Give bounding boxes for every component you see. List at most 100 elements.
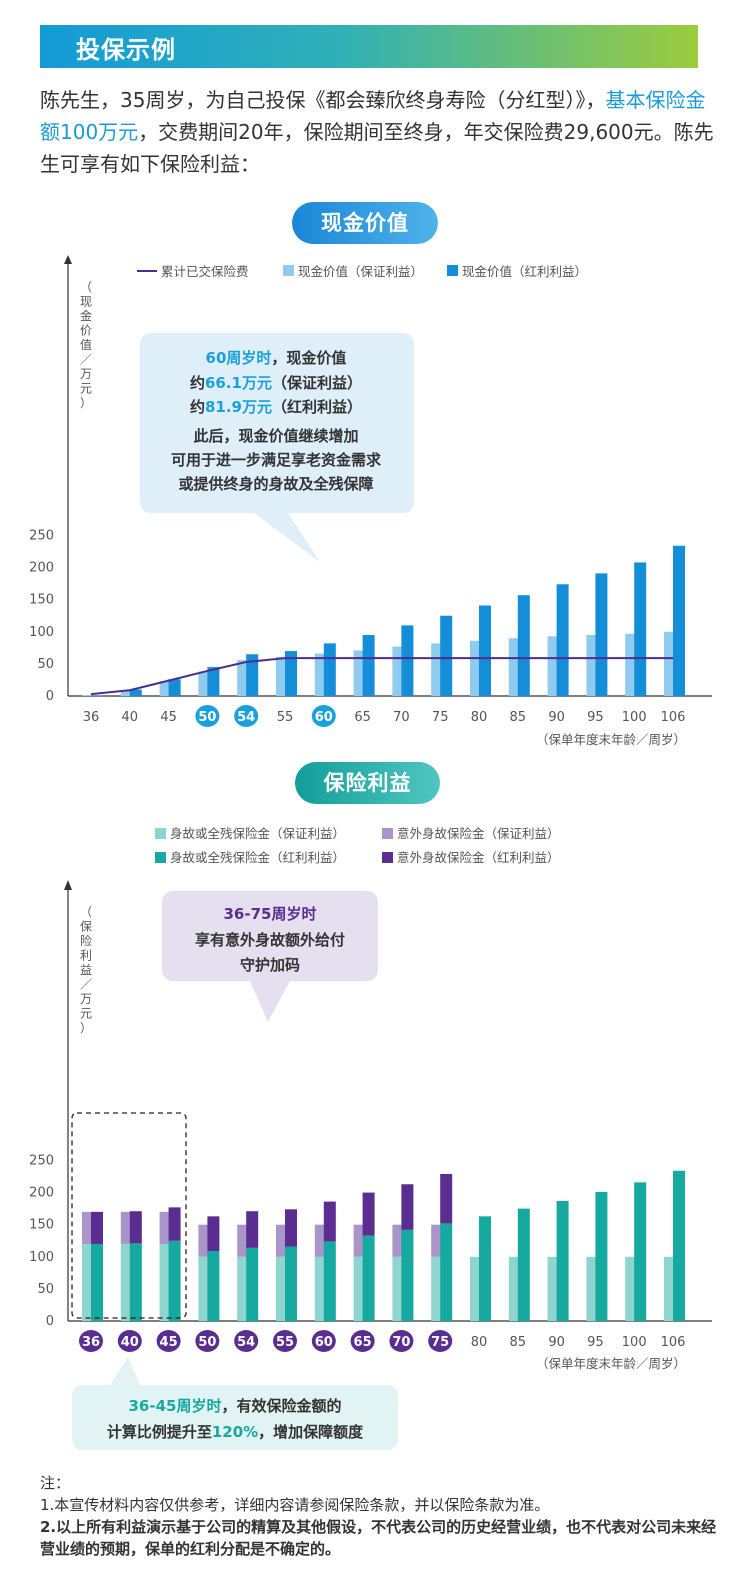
- db-dividend-bar: [323, 1241, 336, 1321]
- db-dividend-bar: [440, 1223, 453, 1321]
- x-tick-highlight: [234, 705, 259, 727]
- callout-top-line-3-part-0: 守护加码: [240, 956, 300, 974]
- cv-dividend-bar: [207, 667, 220, 696]
- x-tick-label: 55: [276, 1335, 294, 1350]
- x-tick-label: 100: [622, 1335, 647, 1350]
- legend-swatch: [447, 265, 458, 276]
- cv-guaranteed-bar: [82, 695, 94, 696]
- accident-dividend-bar: [401, 1184, 414, 1230]
- legend-swatch: [283, 265, 294, 276]
- y-tick-label: 100: [29, 1250, 54, 1265]
- legend-label: 身故或全残保险金（保证利益）: [170, 826, 345, 841]
- cv-dividend-bar: [479, 605, 491, 696]
- cv-dividend-bar: [517, 595, 530, 696]
- notes-title: 注：: [40, 1474, 71, 1492]
- cash-value-chart: 0 50 100 150 200 250 （现金价值／万元） 累计已交保险费 现金价值（保证利益…: [29, 255, 712, 747]
- x-tick-highlight: [428, 1330, 453, 1352]
- db-dividend-bar: [129, 1243, 142, 1321]
- y-axis-title-2: 险: [80, 933, 92, 948]
- y-axis-title-3: 利: [80, 949, 92, 963]
- callout-line-3-part-1: 81.9万元: [205, 398, 272, 416]
- x-tick-highlight: [311, 1330, 336, 1352]
- x-tick-highlight: [195, 705, 220, 727]
- callout-line-6: 或提供终身的身故及全残保障: [178, 475, 373, 493]
- cv-dividend-bar: [246, 654, 259, 696]
- cv-dividend-bar: [401, 625, 414, 696]
- legend-label: 意外身故保险金（保证利益）: [397, 826, 560, 841]
- cv-dividend-bar: [673, 545, 685, 696]
- cv-dividend-bar: [440, 615, 453, 696]
- callout-line-1-part-1: ，现金价值: [271, 349, 346, 367]
- y-axis-arrow: [64, 255, 72, 264]
- x-tick-label: 90: [548, 710, 565, 725]
- legend-swatch: [382, 828, 393, 839]
- callout-line-2-part-2: （保证利益）: [272, 374, 362, 392]
- x-tick-label: 90: [548, 1335, 565, 1350]
- x-tick-label: 55: [277, 710, 294, 725]
- y-tick-label: 50: [37, 1282, 54, 1297]
- y-axis-title-5: ／: [80, 978, 92, 992]
- y-axis-title-0: （: [80, 280, 92, 294]
- callout-top-line-3: 守护加码: [240, 956, 300, 974]
- x-tick-label: 85: [510, 1335, 527, 1350]
- callout-bubble: [140, 333, 414, 562]
- x-tick-label: 80: [471, 1335, 488, 1350]
- y-axis-arrow: [64, 880, 72, 890]
- y-axis-title-6: 万: [80, 992, 92, 1006]
- legend-label: 现金价值（红利利益）: [462, 264, 587, 279]
- callout-bottom-line-1: 36-45周岁时，有效保险金额的: [129, 1397, 342, 1415]
- accident-dividend-bar: [323, 1201, 336, 1242]
- x-tick-label: 85: [510, 710, 527, 725]
- x-tick-label: 45: [160, 1335, 178, 1350]
- premium-line: [90, 657, 673, 696]
- intro-paragraph: 陈先生，35周岁，为自己投保《都会臻欣终身寿险（分红型）》，基本保险金额100万…: [40, 84, 715, 180]
- cv-dividend-bar: [91, 695, 103, 696]
- x-tick-label: 75: [431, 1335, 449, 1350]
- callout-line-5: 可用于进一步满足享老资金需求: [171, 451, 382, 469]
- accident-dividend-bar: [129, 1211, 142, 1244]
- intro-text-2: ，交费期间20年，保险期间至终身，年交保险费29,600元。陈先生可享有如下保险…: [40, 120, 714, 176]
- db-dividend-bar: [595, 1191, 608, 1321]
- y-tick-label: 200: [29, 561, 54, 576]
- cv-dividend-bar: [634, 562, 647, 696]
- y-axis-title-1: 保: [80, 920, 92, 934]
- y-tick-label: 100: [29, 625, 54, 640]
- callout-bottom-line-1-part-0: 36-45周岁时: [129, 1397, 222, 1415]
- db-dividend-bar: [556, 1200, 569, 1321]
- y-tick-label: 200: [29, 1186, 54, 1201]
- legend-swatch: [382, 852, 393, 863]
- accident-dividend-bar: [207, 1216, 220, 1252]
- note-2: 2.以上所有利益演示基于公司的精算及其他假设，不代表公司的历史经营业绩，也不代表…: [40, 1518, 717, 1558]
- y-axis-title-7: 元: [80, 382, 92, 396]
- legend-label: 身故或全残保险金（红利利益）: [170, 850, 345, 865]
- x-tick-highlight: [273, 1330, 297, 1352]
- x-tick-label: 54: [237, 710, 255, 725]
- legend-label: 现金价值（保证利益）: [298, 264, 423, 279]
- accident-dividend-bar: [91, 1211, 103, 1244]
- callout-line-2-part-0: 约: [190, 374, 205, 392]
- legend-label: 累计已交保险费: [161, 264, 249, 279]
- x-tick-label: 60: [315, 1335, 333, 1350]
- callout-bottom-line-2: 计算比例提升至120%，增加保障额度: [107, 1423, 364, 1441]
- accident-dividend-bar: [246, 1211, 259, 1248]
- y-axis-title-3: 价: [80, 324, 92, 338]
- x-tick-label: 106: [661, 710, 686, 725]
- db-dividend-bar: [285, 1246, 297, 1321]
- callout-line-6-part-0: 或提供终身的身故及全残保障: [178, 475, 373, 493]
- callout-top-line-2: 享有意外身故额外给付: [195, 931, 345, 949]
- x-tick-highlight: [389, 1330, 414, 1352]
- accident-dividend-bar: [440, 1173, 453, 1224]
- callout-bottom-line-1-part-1: ，有效保险金额的: [221, 1397, 341, 1415]
- callout-line-2-part-1: 66.1万元: [205, 374, 272, 392]
- page-title: 投保示例: [76, 36, 176, 64]
- y-axis-title-2: 金: [80, 308, 92, 323]
- x-tick-highlight: [350, 1330, 375, 1352]
- x-tick-label: 45: [160, 710, 177, 725]
- y-axis-title-8: ）: [80, 1021, 92, 1035]
- x-tick-label: 70: [392, 1335, 410, 1350]
- callout-line-1-part-0: 60周岁时: [206, 349, 272, 367]
- callout-bottom-line-2-part-1: 120%: [212, 1423, 258, 1441]
- db-dividend-bar: [246, 1247, 259, 1321]
- accident-dividend-bar: [285, 1209, 297, 1247]
- cv-dividend-bar: [129, 689, 142, 696]
